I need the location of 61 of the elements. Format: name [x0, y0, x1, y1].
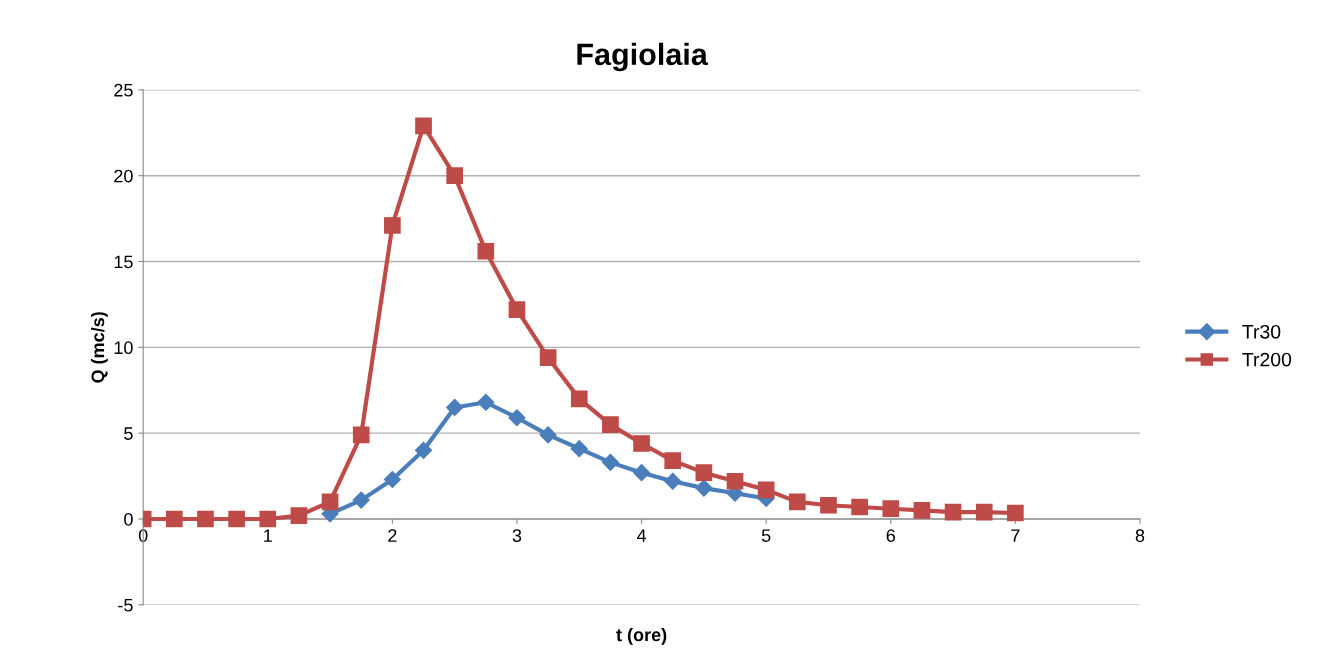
point — [446, 167, 464, 185]
point — [570, 440, 588, 458]
point — [726, 472, 744, 490]
x-axis-title: t (ore) — [616, 628, 667, 645]
x-tick-label: 8 — [1135, 529, 1145, 542]
point — [820, 496, 837, 514]
point — [321, 493, 339, 511]
point — [882, 500, 900, 518]
point — [757, 481, 775, 499]
point — [695, 479, 713, 497]
point — [290, 507, 308, 524]
legend-label: Tr30 — [1242, 324, 1281, 339]
point — [695, 464, 713, 481]
point — [228, 510, 245, 528]
y-tick-label: 20 — [114, 169, 133, 183]
x-tick-label: 3 — [512, 529, 522, 542]
y-tick-label: 10 — [114, 341, 133, 355]
y-tick-label: -5 — [118, 598, 133, 612]
point — [197, 510, 214, 528]
y-tick-label: 5 — [124, 427, 133, 440]
point — [414, 441, 433, 459]
point — [664, 452, 682, 469]
y-tick-label: 0 — [124, 512, 133, 526]
point — [384, 217, 401, 234]
legend-label: Tr200 — [1242, 352, 1292, 367]
point — [633, 435, 650, 452]
point — [944, 503, 962, 521]
point — [851, 498, 868, 516]
point — [633, 464, 651, 482]
chart-title: Fagiolaia — [577, 42, 708, 72]
y-axis-title: Q (mc/s) — [90, 312, 108, 383]
point — [477, 242, 495, 260]
point — [415, 117, 432, 135]
point — [788, 493, 806, 511]
point — [975, 503, 993, 521]
point — [1007, 504, 1024, 522]
x-tick-label: 0 — [138, 529, 148, 542]
x-tick-label: 4 — [636, 529, 647, 542]
point — [664, 472, 682, 490]
point — [539, 349, 557, 366]
point — [165, 510, 183, 528]
y-tick-label: 15 — [114, 255, 133, 269]
point — [601, 453, 619, 471]
point — [352, 491, 370, 509]
x-tick-label: 6 — [886, 529, 895, 542]
y-tick-label: 25 — [114, 83, 133, 97]
point — [539, 426, 557, 444]
point — [383, 470, 401, 489]
x-tick-label: 7 — [1011, 529, 1020, 542]
point — [570, 390, 588, 408]
point — [259, 510, 277, 528]
point — [477, 393, 495, 411]
point — [508, 301, 526, 318]
point — [446, 398, 464, 416]
x-tick-label: 2 — [388, 529, 397, 542]
point — [913, 502, 931, 519]
point — [508, 409, 526, 427]
x-tick-label: 1 — [264, 529, 272, 542]
x-tick-label: 5 — [761, 529, 771, 542]
point — [352, 426, 370, 444]
point — [602, 416, 619, 433]
